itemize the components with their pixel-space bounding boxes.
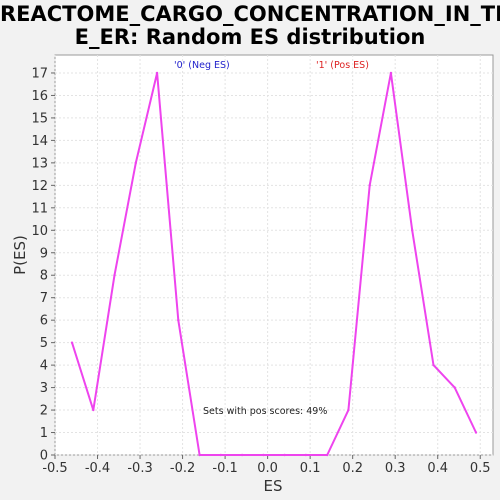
y-axis-title: P(ES) xyxy=(11,235,29,275)
data-point xyxy=(70,341,74,344)
x-tick-label: 0.5 xyxy=(470,461,491,476)
y-tick-label: 13 xyxy=(31,156,48,171)
data-point xyxy=(304,453,308,457)
axis-layer: -0.5 -0.4 -0.3 -0.2 -0.1 0.0 0.1 0.2 0.3 0.4 0.5 0 1… xyxy=(31,66,490,476)
series-layer xyxy=(70,71,478,457)
data-point xyxy=(347,408,350,412)
data-point xyxy=(262,453,265,457)
data-point xyxy=(325,453,329,457)
y-tick-label: 10 xyxy=(31,224,48,239)
data-point xyxy=(283,453,286,457)
data-point xyxy=(389,71,393,75)
legend: '0' (Neg ES) '1' (Pos ES) xyxy=(174,60,369,71)
series-line xyxy=(71,72,477,456)
x-tick-label: -0.1 xyxy=(212,461,237,476)
x-tick-label: 0.0 xyxy=(257,461,278,476)
y-tick-label: 16 xyxy=(31,89,48,104)
data-point xyxy=(368,184,371,187)
data-point xyxy=(474,431,478,434)
data-point xyxy=(453,386,456,389)
x-tick-label: -0.5 xyxy=(42,461,67,476)
data-point xyxy=(240,453,244,457)
data-point xyxy=(113,274,116,277)
y-tick-label: 1 xyxy=(40,426,48,441)
data-point xyxy=(432,363,435,367)
y-tick-label: 12 xyxy=(31,179,48,194)
chart-title-line-1: REACTOME_CARGO_CONCENTRATION_IN_TH xyxy=(0,2,500,26)
data-point xyxy=(219,453,223,457)
y-tick-label: 2 xyxy=(40,404,48,419)
y-tick-label: 8 xyxy=(40,269,48,284)
y-tick-label: 6 xyxy=(40,314,48,329)
x-axis-title: ES xyxy=(264,477,283,495)
y-tick-label: 7 xyxy=(40,291,48,306)
y-tick-label: 5 xyxy=(40,336,48,351)
data-point xyxy=(92,408,95,412)
x-tick-label: -0.3 xyxy=(127,461,152,476)
x-tick-label: -0.2 xyxy=(170,461,195,476)
x-tick-label: 0.3 xyxy=(385,461,406,476)
y-tick-label: 11 xyxy=(31,201,48,216)
data-point xyxy=(155,71,159,75)
y-tick-label: 3 xyxy=(40,381,48,396)
data-point xyxy=(177,318,180,322)
y-tick-label: 0 xyxy=(40,449,48,464)
y-tick-label: 14 xyxy=(31,134,48,149)
data-point xyxy=(134,161,137,165)
y-tick-label: 17 xyxy=(31,66,48,81)
data-point xyxy=(411,229,414,232)
y-tick-label: 9 xyxy=(40,246,48,261)
y-tick-label: 4 xyxy=(40,359,48,374)
y-tick-label: 15 xyxy=(31,111,48,126)
legend-entry-neg-es: '0' (Neg ES) xyxy=(174,60,230,71)
x-tick-label: 0.2 xyxy=(342,461,363,476)
x-tick-label: -0.4 xyxy=(85,461,110,476)
data-point xyxy=(198,453,201,457)
pos-scores-annotation: Sets with pos scores: 49% xyxy=(203,406,327,417)
legend-entry-pos-es: '1' (Pos ES) xyxy=(316,60,369,71)
x-tick-label: 0.4 xyxy=(427,461,448,476)
x-tick-label: 0.1 xyxy=(300,461,321,476)
grid-layer xyxy=(54,55,493,456)
plot-area xyxy=(54,54,494,456)
chart-title-line-2: E_ER: Random ES distribution xyxy=(74,25,426,49)
